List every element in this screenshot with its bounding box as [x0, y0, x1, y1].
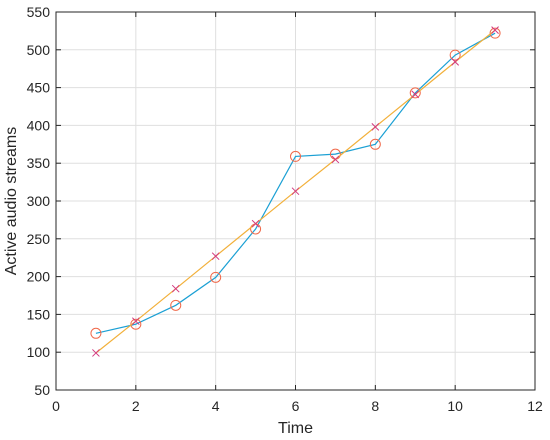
- x-axis-label: Time: [278, 420, 313, 437]
- series-1-point: [449, 49, 461, 61]
- y-tick-label: 200: [27, 269, 51, 285]
- series-2-point: [331, 155, 340, 164]
- series-1-point: [170, 299, 182, 311]
- ticks: 0 2 4 6 8 10 12 50 100 150 200 250 300 350 400 450 500 55…: [27, 4, 543, 414]
- series-2-point: [491, 26, 499, 34]
- series-2-point: [291, 187, 300, 196]
- y-tick-label: 250: [27, 231, 51, 247]
- x-tick-label: 4: [212, 398, 220, 414]
- series-2-point: [131, 317, 140, 326]
- x-tick-label: 0: [52, 398, 60, 414]
- x-tick-label: 8: [371, 398, 379, 414]
- series-2-point: [371, 123, 380, 131]
- series-2-point: [211, 252, 220, 261]
- y-tick-label: 400: [27, 117, 51, 133]
- x-tick-label: 6: [292, 398, 300, 414]
- series-2-point: [411, 90, 420, 99]
- series-layer: [90, 26, 501, 357]
- series-2-point: [92, 349, 100, 357]
- series-1-point: [290, 150, 301, 162]
- x-tick-label: 12: [527, 398, 543, 414]
- y-tick-label: 500: [27, 42, 51, 58]
- y-tick-label: 100: [27, 344, 51, 360]
- y-tick-label: 150: [27, 306, 51, 322]
- x-tick-label: 10: [447, 398, 463, 414]
- series-1-point: [489, 27, 501, 39]
- series-1-line: [95, 32, 496, 334]
- y-tick-label: 350: [27, 155, 51, 171]
- series-2-point: [251, 219, 260, 228]
- series-1-point: [409, 87, 421, 99]
- y-tick-label: 50: [34, 382, 50, 398]
- series-2-point: [451, 58, 460, 66]
- y-tick-label: 450: [27, 80, 51, 96]
- series-1-point: [210, 271, 222, 283]
- x-tick-label: 2: [132, 398, 140, 414]
- y-tick-label: 550: [27, 4, 51, 20]
- series-1-point: [90, 327, 102, 339]
- y-tick-label: 300: [27, 193, 51, 209]
- series-2-point: [171, 284, 180, 293]
- series-1-point: [130, 318, 142, 330]
- series-1-point: [369, 138, 381, 150]
- y-axis-label: Active audio streams: [3, 127, 20, 276]
